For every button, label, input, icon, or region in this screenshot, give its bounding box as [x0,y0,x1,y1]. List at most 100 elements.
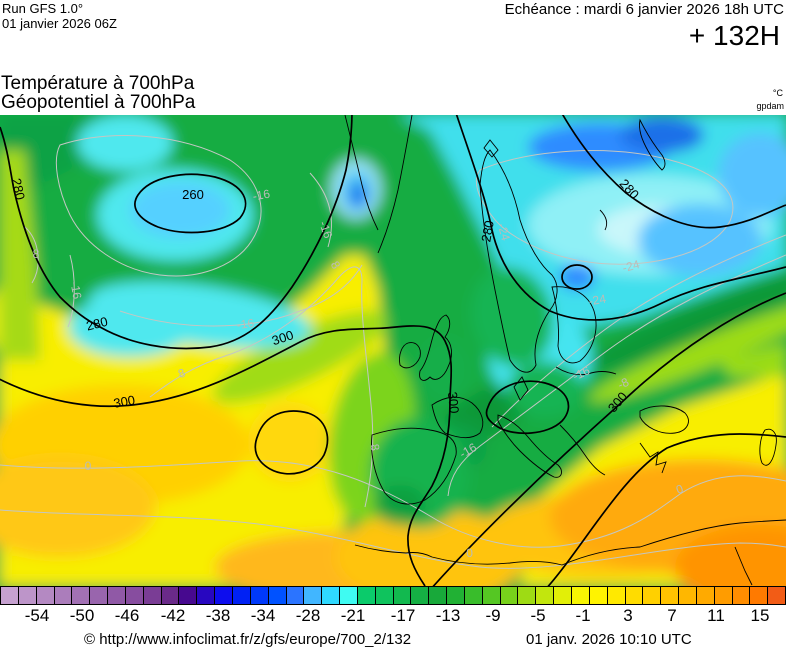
color-scale-cell [768,587,786,604]
color-scale-cell [696,587,715,604]
color-scale-cell [54,587,73,604]
color-scale-cell [679,587,697,604]
color-scale-cell [482,587,501,604]
color-scale-cell [447,587,465,604]
color-scale-cell [322,587,341,604]
temperature-color-scale [0,586,786,605]
contour-label: 300 [270,327,295,348]
color-scale-cell [143,587,162,604]
contour-label: -16 [68,281,85,301]
color-scale-cell [518,587,537,604]
color-scale-tick: -34 [250,606,276,625]
color-scale-cell [750,587,769,604]
color-scale-cell [90,587,109,604]
color-scale-tick: -13 [435,606,461,625]
color-scale-tick: -9 [485,606,501,625]
color-scale-cell [161,587,180,604]
contour-label: 300 [445,391,462,414]
contour-label: 8 [33,247,40,261]
color-scale-cell [375,587,394,604]
color-scale-cell [714,587,733,604]
color-scale-cell [643,587,662,604]
color-scale-cell [286,587,305,604]
color-scale-cell [411,587,430,604]
unit-gpdam-label: gpdam [756,101,784,111]
temperature-contours [0,135,786,569]
color-scale-tick: -5 [530,606,546,625]
color-scale-tick: -54 [24,606,50,625]
color-scale-cell [304,587,323,604]
contour-label: 260 [182,187,204,202]
color-scale-cell [72,587,91,604]
contour-label: 8 [176,365,187,381]
geopotential-contours [0,115,786,586]
color-scale-cell [18,587,37,604]
color-scale-cell [572,587,590,604]
color-scale-tick: -1 [575,606,591,625]
color-scale-tick: 11 [707,606,725,625]
coastlines [344,115,786,586]
color-scale-tick: -50 [69,606,95,625]
color-scale-cell [554,587,572,604]
color-scale-cell [232,587,251,604]
contour-label: -24 [495,222,513,243]
color-scale-cell [429,587,448,604]
color-scale-cell [357,587,376,604]
color-scale-cell [250,587,269,604]
color-scale-tick: -21 [340,606,366,625]
contour-label: -16 [316,219,335,240]
color-scale-cell [197,587,216,604]
contour-label: 280 [85,314,110,334]
parameter-geopotential-label: Géopotentiel à 700hPa [1,92,196,113]
parameter-temperature-label: Température à 700hPa [1,73,195,94]
contour-label: 280 [9,177,28,201]
model-run-date: 01 janvier 2026 06Z [2,16,117,31]
color-scale-tick: -28 [295,606,321,625]
color-scale-tick: 7 [667,606,677,625]
color-scale-tick: -46 [114,606,140,625]
color-scale-cell [589,587,608,604]
copyright-url: © http://www.infoclimat.fr/z/gfs/europe/… [84,631,412,648]
color-scale-cell [500,587,519,604]
color-scale-cell [464,587,483,604]
forecast-hour-label: + 132H [688,20,780,51]
color-scale-tick: -38 [205,606,231,625]
contour-label: 300 [112,392,136,411]
generation-timestamp: 01 janv. 2026 10:10 UTC [526,631,692,648]
contour-label: -24 [588,292,608,309]
unit-celsius-label: °C [772,88,783,98]
color-scale-cell [625,587,644,604]
temperature-field [0,115,786,586]
model-run-label: Run GFS 1.0° [2,1,84,16]
color-scale-cell [1,587,19,604]
color-scale-tick-labels: -54 -50 -46 -42 -38 -34 -28 -21 -17 -13 -9 -5 -1 3 7 11… [0,606,786,628]
contour-label: 0 [674,481,685,497]
color-scale-cell [268,587,287,604]
color-scale-cell [536,587,555,604]
contour-label: 280 [478,219,497,243]
color-scale-cell [125,587,144,604]
color-scale-cell [393,587,412,604]
color-scale-tick: 15 [750,606,770,625]
color-scale-tick: -42 [160,606,186,625]
color-scale-cell [607,587,626,604]
valid-time-label: Echéance : mardi 6 janvier 2026 18h UTC [504,1,784,18]
contour-label: -24 [621,257,642,275]
contour-label: 8 [367,443,382,452]
color-scale-cell [179,587,198,604]
contour-label: -16 [236,316,255,332]
color-scale-cell [340,587,358,604]
color-scale-cell [732,587,751,604]
contour-label: 0 [466,546,474,561]
color-scale-cell [661,587,680,604]
contour-label: 0 [85,459,92,473]
color-scale-cell [108,587,126,604]
color-scale-cell [36,587,55,604]
color-scale-tick: -17 [390,606,416,625]
color-scale-tick: 3 [623,606,633,625]
color-scale-cell [215,587,233,604]
contour-label: -16 [570,363,592,383]
contour-label: -16 [252,187,272,204]
